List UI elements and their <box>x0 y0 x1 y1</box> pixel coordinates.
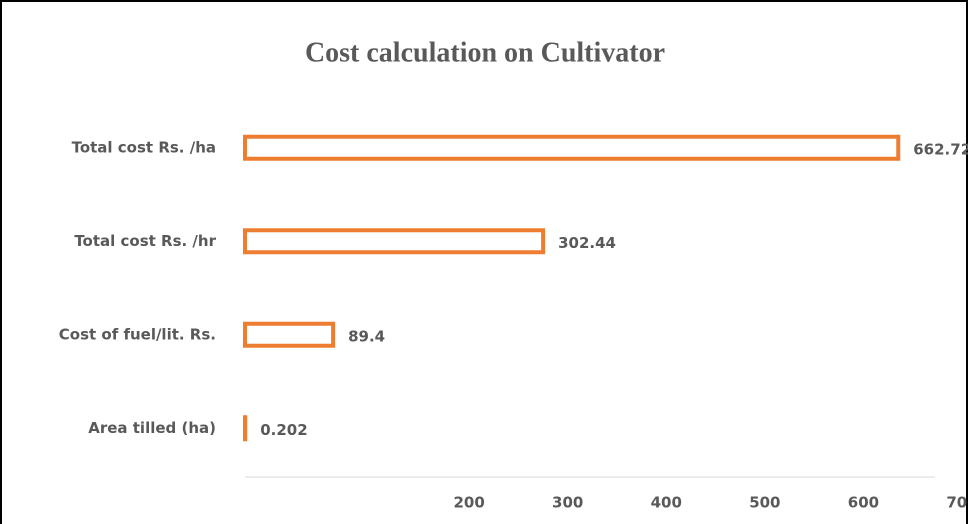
x-tick-label: 600 <box>848 494 879 512</box>
x-tick-label: 400 <box>651 494 682 512</box>
x-tick-label: 300 <box>552 494 583 512</box>
x-tick-label: 200 <box>453 494 484 512</box>
bar <box>243 321 336 348</box>
y-tick-label: Area tilled (ha) <box>88 419 216 437</box>
x-tick-label: 700 <box>946 494 968 512</box>
y-tick-label: Total cost Rs. /hr <box>74 232 216 250</box>
data-label: 302.44 <box>558 234 616 252</box>
y-tick-label: Total cost Rs. /ha <box>72 138 216 156</box>
bar <box>243 134 901 161</box>
chart-title: Cost calculation on Cultivator <box>305 37 665 68</box>
x-tick-label: 500 <box>749 494 780 512</box>
data-label: 89.4 <box>348 327 385 345</box>
data-label: 662.72 <box>913 140 968 158</box>
data-label: 0.202 <box>260 421 307 439</box>
y-tick-label: Cost of fuel/lit. Rs. <box>59 325 216 343</box>
bar <box>243 228 546 255</box>
